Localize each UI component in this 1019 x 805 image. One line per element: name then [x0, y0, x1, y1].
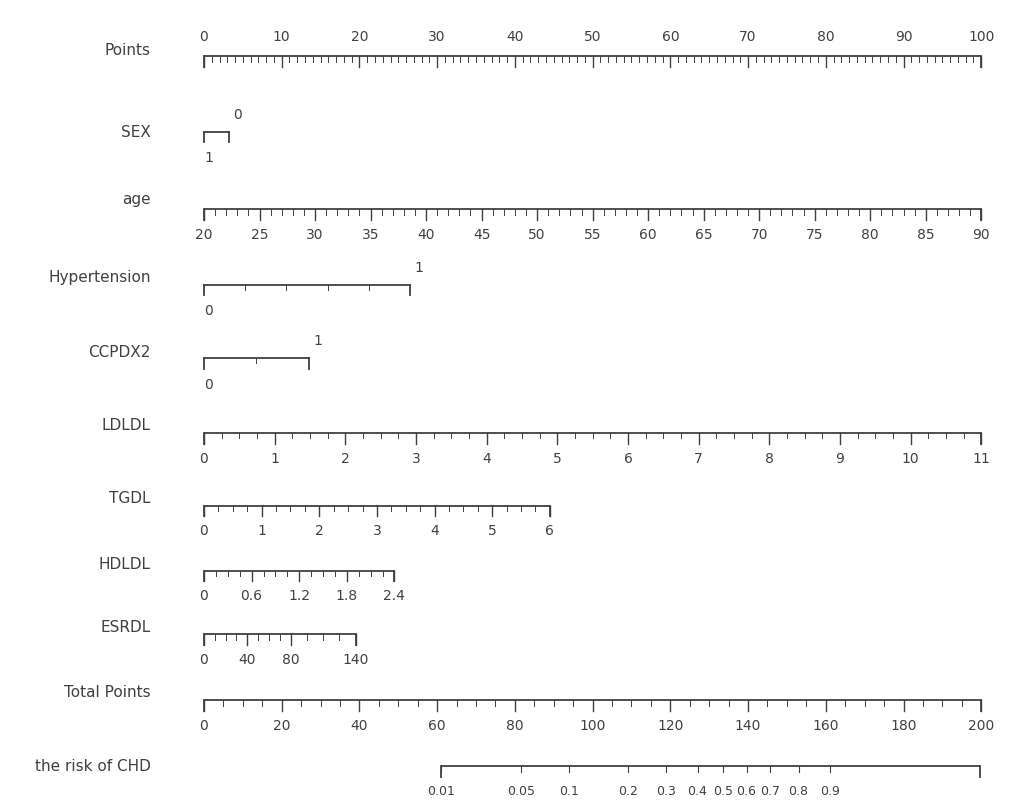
Text: 0.1: 0.1 [558, 785, 579, 798]
Text: 0: 0 [200, 524, 208, 538]
Text: 25: 25 [251, 228, 268, 241]
Text: 0: 0 [200, 719, 208, 733]
Text: 40: 40 [238, 653, 256, 667]
Text: 60: 60 [639, 228, 656, 241]
Text: 0: 0 [200, 653, 208, 667]
Text: 2: 2 [315, 524, 323, 538]
Text: 1.8: 1.8 [335, 589, 358, 603]
Text: 0: 0 [204, 304, 213, 318]
Text: 20: 20 [273, 719, 290, 733]
Text: 10: 10 [901, 452, 918, 465]
Text: 60: 60 [428, 719, 445, 733]
Text: LDLDL: LDLDL [102, 418, 151, 432]
Text: 80: 80 [505, 719, 523, 733]
Text: age: age [122, 192, 151, 207]
Text: 1: 1 [414, 261, 423, 275]
Text: 180: 180 [890, 719, 916, 733]
Text: 1: 1 [313, 334, 322, 348]
Text: 1: 1 [270, 452, 279, 465]
Text: 0.6: 0.6 [736, 785, 756, 798]
Text: 50: 50 [528, 228, 545, 241]
Text: 65: 65 [694, 228, 711, 241]
Text: 0.01: 0.01 [427, 785, 454, 798]
Text: 200: 200 [967, 719, 994, 733]
Text: 0.8: 0.8 [788, 785, 808, 798]
Text: ESRDL: ESRDL [101, 621, 151, 635]
Text: 30: 30 [428, 31, 445, 44]
Text: 60: 60 [661, 31, 679, 44]
Text: 0.7: 0.7 [759, 785, 780, 798]
Text: SEX: SEX [121, 125, 151, 139]
Text: 20: 20 [195, 228, 213, 241]
Text: 4: 4 [430, 524, 438, 538]
Text: 0.6: 0.6 [240, 589, 262, 603]
Text: 0.9: 0.9 [819, 785, 839, 798]
Text: 0.05: 0.05 [506, 785, 535, 798]
Text: 30: 30 [306, 228, 323, 241]
Text: 40: 40 [505, 31, 523, 44]
Text: 70: 70 [750, 228, 767, 241]
Text: 50: 50 [583, 31, 601, 44]
Text: 2: 2 [340, 452, 350, 465]
Text: TGDL: TGDL [109, 491, 151, 506]
Text: 1.2: 1.2 [288, 589, 310, 603]
Text: 6: 6 [545, 524, 553, 538]
Text: 2.4: 2.4 [383, 589, 405, 603]
Text: 5: 5 [552, 452, 561, 465]
Text: 80: 80 [816, 31, 834, 44]
Text: 75: 75 [805, 228, 822, 241]
Text: 8: 8 [764, 452, 773, 465]
Text: 40: 40 [417, 228, 434, 241]
Text: 100: 100 [579, 719, 605, 733]
Text: 100: 100 [967, 31, 994, 44]
Text: 140: 140 [734, 719, 760, 733]
Text: the risk of CHD: the risk of CHD [35, 759, 151, 774]
Text: 3: 3 [372, 524, 381, 538]
Text: 140: 140 [342, 653, 369, 667]
Text: 40: 40 [351, 719, 368, 733]
Text: 90: 90 [971, 228, 989, 241]
Text: Hypertension: Hypertension [49, 270, 151, 285]
Text: 20: 20 [351, 31, 368, 44]
Text: 0: 0 [204, 378, 213, 391]
Text: 80: 80 [281, 653, 300, 667]
Text: 1: 1 [257, 524, 266, 538]
Text: 80: 80 [861, 228, 878, 241]
Text: 85: 85 [916, 228, 933, 241]
Text: 6: 6 [623, 452, 632, 465]
Text: 0: 0 [200, 452, 208, 465]
Text: 0: 0 [232, 108, 242, 122]
Text: 90: 90 [894, 31, 911, 44]
Text: 1: 1 [204, 151, 213, 165]
Text: 70: 70 [739, 31, 756, 44]
Text: 9: 9 [835, 452, 844, 465]
Text: 5: 5 [487, 524, 496, 538]
Text: 0.5: 0.5 [712, 785, 733, 798]
Text: 120: 120 [656, 719, 683, 733]
Text: HDLDL: HDLDL [99, 557, 151, 572]
Text: 35: 35 [362, 228, 379, 241]
Text: 45: 45 [473, 228, 490, 241]
Text: 11: 11 [971, 452, 989, 465]
Text: Total Points: Total Points [64, 685, 151, 700]
Text: 7: 7 [694, 452, 702, 465]
Text: Points: Points [105, 43, 151, 58]
Text: 10: 10 [273, 31, 290, 44]
Text: 3: 3 [412, 452, 420, 465]
Text: 55: 55 [583, 228, 601, 241]
Text: 160: 160 [812, 719, 839, 733]
Text: 0.2: 0.2 [618, 785, 637, 798]
Text: 0.3: 0.3 [656, 785, 676, 798]
Text: 0: 0 [200, 589, 208, 603]
Text: 0: 0 [200, 31, 208, 44]
Text: 0.4: 0.4 [687, 785, 707, 798]
Text: 4: 4 [482, 452, 490, 465]
Text: CCPDX2: CCPDX2 [89, 345, 151, 360]
